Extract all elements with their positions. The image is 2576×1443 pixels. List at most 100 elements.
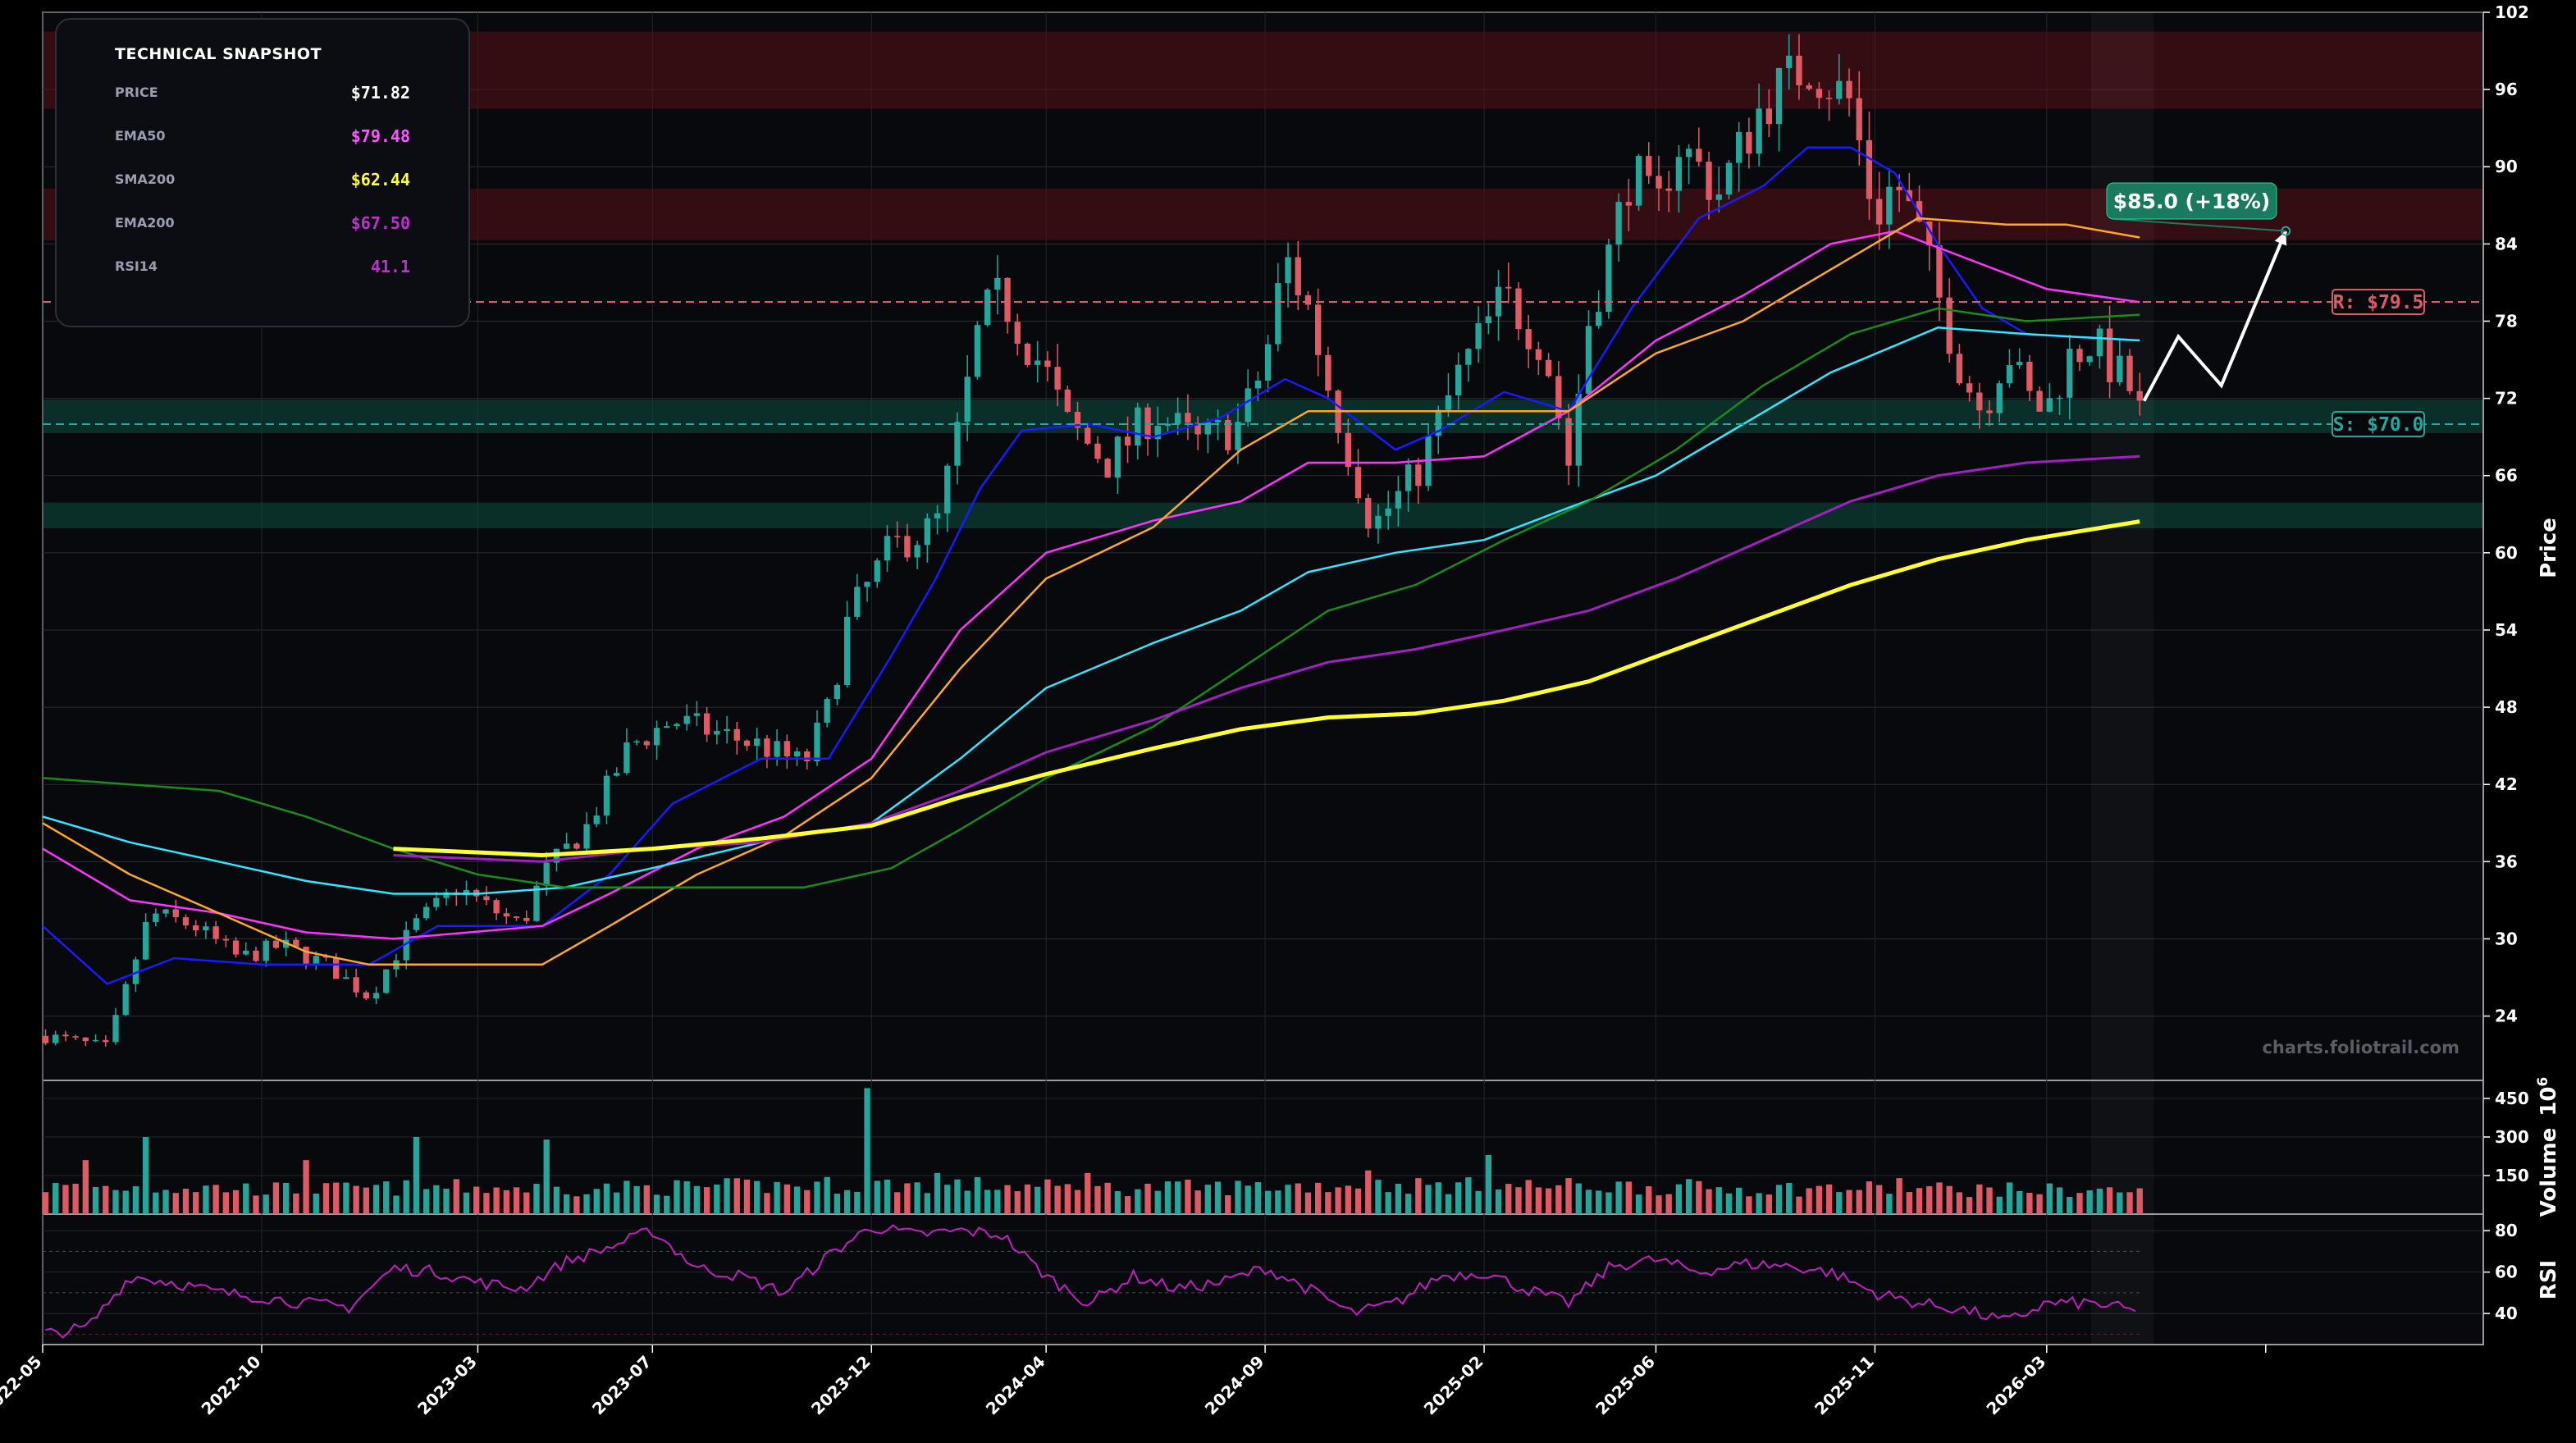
- candle-body: [153, 913, 159, 922]
- candle-body: [1846, 80, 1852, 98]
- volume-bar: [1435, 1182, 1441, 1214]
- volume-bar: [1395, 1184, 1402, 1214]
- candle-body: [1204, 422, 1211, 435]
- candle-body: [914, 545, 920, 558]
- volume-tick-label: 150: [2495, 1166, 2529, 1185]
- candle-body: [1114, 436, 1121, 478]
- target-connector: [2114, 218, 2286, 232]
- candle-body: [142, 921, 149, 960]
- price-tick-label: 54: [2495, 620, 2518, 640]
- volume-bar: [1846, 1190, 1852, 1214]
- candle-body: [1696, 148, 1702, 162]
- volume-bar: [1365, 1170, 1372, 1214]
- candle-body: [2067, 349, 2073, 398]
- volume-bar: [122, 1190, 129, 1214]
- price-tick-label: 60: [2495, 543, 2518, 563]
- candle-body: [1656, 176, 1662, 189]
- volume-bar: [422, 1189, 430, 1214]
- volume-bar: [1625, 1181, 1632, 1214]
- ma-line-sma50: [42, 217, 2140, 966]
- candle-body: [122, 984, 129, 1016]
- volume-bar: [924, 1193, 930, 1214]
- candle-body: [1064, 389, 1071, 412]
- volume-bar: [1956, 1192, 1963, 1214]
- volume-bar: [904, 1183, 911, 1214]
- price-tick-label: 36: [2495, 852, 2518, 871]
- candle-body: [1375, 515, 1382, 529]
- candle-body: [1565, 418, 1572, 466]
- candle-body: [2117, 355, 2123, 382]
- volume-bar: [573, 1196, 580, 1214]
- volume-bar: [493, 1187, 500, 1214]
- volume-bar: [944, 1185, 951, 1214]
- volume-bar: [894, 1192, 901, 1214]
- candle-body: [1325, 354, 1331, 391]
- volume-bar: [804, 1190, 811, 1214]
- volume-bar: [1225, 1194, 1231, 1214]
- candle-body: [1014, 322, 1021, 344]
- candle-body: [924, 518, 930, 546]
- volume-bar: [1596, 1190, 1602, 1214]
- candle-body: [1736, 131, 1742, 163]
- volume-bar: [874, 1180, 880, 1214]
- volume-bar: [1475, 1190, 1482, 1214]
- volume-bar: [954, 1179, 961, 1214]
- volume-bar: [1094, 1185, 1101, 1214]
- volume-bar: [363, 1187, 370, 1214]
- candle-body: [623, 742, 630, 774]
- volume-bar: [683, 1181, 690, 1214]
- candle-body: [1175, 413, 1181, 424]
- volume-bar: [1264, 1190, 1272, 1214]
- volume-bar: [674, 1180, 680, 1214]
- rsi-tick-label: 80: [2495, 1221, 2518, 1240]
- volume-bar: [2126, 1192, 2133, 1214]
- candle-body: [1004, 277, 1011, 322]
- candle-body: [212, 926, 219, 939]
- volume-bar: [1836, 1192, 1843, 1214]
- candle-body: [413, 918, 420, 930]
- candle-body: [1715, 194, 1722, 200]
- volume-bar: [964, 1190, 971, 1214]
- candle-body: [1235, 422, 1241, 450]
- volume-panel: [42, 1080, 2484, 1215]
- volume-bar: [322, 1183, 330, 1214]
- volume-bar: [42, 1192, 49, 1214]
- volume-bar: [162, 1190, 169, 1214]
- candle-body: [1515, 288, 1522, 330]
- candle-body: [843, 616, 851, 685]
- volume-bar: [72, 1183, 79, 1214]
- volume-bar: [1024, 1184, 1031, 1214]
- volume-bar: [1866, 1181, 1873, 1214]
- candle-body: [934, 513, 941, 518]
- candle-body: [2026, 361, 2033, 391]
- price-tick-label: 66: [2495, 466, 2518, 486]
- candle-body: [1415, 464, 1422, 486]
- candle-body: [1665, 188, 1672, 191]
- candle-body: [2046, 398, 2053, 412]
- candle-body: [2106, 328, 2113, 382]
- volume-bar: [1154, 1190, 1161, 1214]
- candle-body: [2096, 328, 2103, 357]
- candle-body: [1254, 380, 1262, 389]
- candle-body: [1896, 186, 1902, 191]
- ma-line-ema50: [42, 230, 2140, 940]
- volume-bar: [1275, 1190, 1281, 1214]
- volume-bar: [1285, 1185, 1291, 1214]
- candle-body: [1555, 376, 1562, 418]
- candle-body: [1485, 316, 1491, 324]
- candle-body: [1816, 89, 1823, 98]
- candle-body: [1455, 364, 1462, 396]
- candle-body: [1475, 323, 1482, 349]
- technical-snapshot-panel: TECHNICAL SNAPSHOT PRICE $71.82 EMA50 $79.4…: [55, 18, 470, 327]
- volume-bar: [443, 1188, 450, 1214]
- candle-body: [443, 892, 450, 898]
- volume-bar: [313, 1193, 319, 1214]
- candle-body: [203, 926, 209, 931]
- snapshot-value: 41.1: [371, 257, 410, 276]
- candle-body: [1996, 383, 2003, 413]
- candle-body: [614, 773, 620, 776]
- volume-bar: [243, 1183, 249, 1214]
- candle-body: [1024, 343, 1031, 365]
- candle-body: [834, 684, 841, 700]
- target-label: $85.0 (+18%): [2113, 190, 2270, 213]
